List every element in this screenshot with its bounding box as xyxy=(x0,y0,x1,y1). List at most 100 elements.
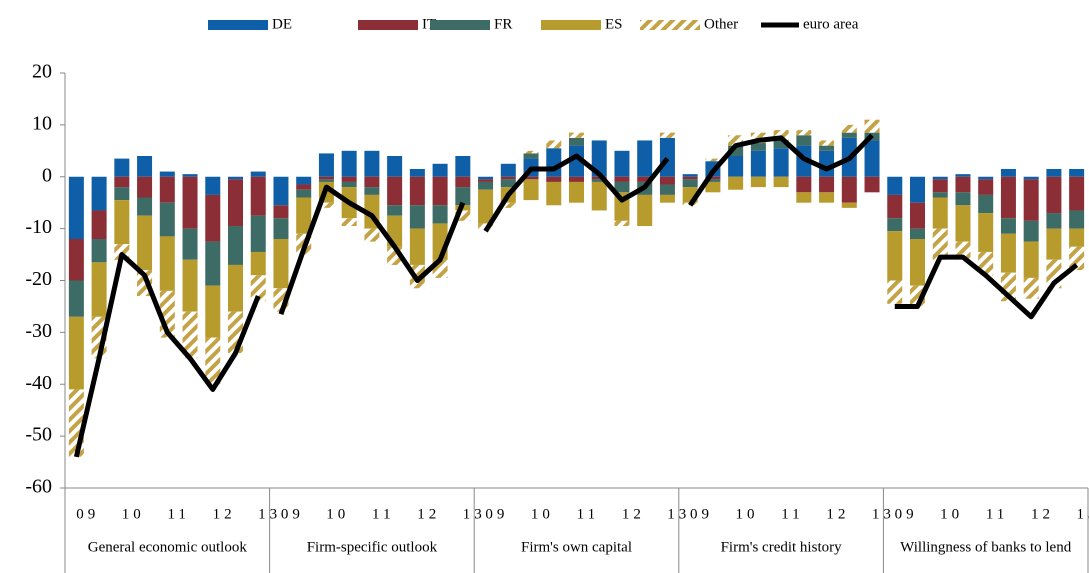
bar-segment xyxy=(819,192,835,203)
bar-segment xyxy=(159,236,175,291)
x-tick-label: 12 xyxy=(622,506,645,522)
bar-segment xyxy=(1000,168,1016,177)
x-tick-label: 10 xyxy=(326,506,349,522)
bar-segment xyxy=(1046,176,1062,214)
bar-segment xyxy=(182,176,198,229)
bar-segment xyxy=(455,156,471,177)
bar-segment xyxy=(659,137,675,177)
bar-segment xyxy=(364,150,380,177)
x-tick-label: 12 xyxy=(213,506,236,522)
bar-segment xyxy=(546,148,562,177)
bar-segment xyxy=(568,181,585,203)
bar-segment xyxy=(568,176,585,182)
bar-segment xyxy=(841,132,857,138)
bar-segment xyxy=(637,176,653,182)
bar-segment xyxy=(796,130,812,136)
bar-segment xyxy=(887,280,903,304)
bar-segment xyxy=(432,176,448,206)
bar-segment xyxy=(500,176,516,180)
group-label: General economic outlook xyxy=(88,539,248,555)
x-tick-label: 12 xyxy=(417,506,440,522)
line xyxy=(483,153,670,233)
bar-segment xyxy=(364,187,380,195)
bar-segment xyxy=(819,140,835,146)
legend-label: Other xyxy=(704,16,738,32)
bar-segment xyxy=(1023,179,1039,221)
y-tick-label: -60 xyxy=(25,476,52,498)
bar-segment xyxy=(523,153,539,159)
y-tick-label: 0 xyxy=(42,164,52,186)
bar-segment xyxy=(1023,176,1039,180)
bar-segment xyxy=(1000,233,1016,273)
bar-segment xyxy=(182,259,198,312)
bar-segment xyxy=(341,150,357,177)
line xyxy=(894,254,1079,320)
bar-segment xyxy=(614,220,630,227)
bar-segment xyxy=(409,176,425,206)
bar-segment xyxy=(296,176,312,185)
bar-segment xyxy=(728,135,744,146)
bar-segment xyxy=(387,205,403,216)
bar-segment xyxy=(955,192,971,206)
bar-segment xyxy=(568,132,585,138)
bar-segment xyxy=(205,194,221,242)
bar-segment xyxy=(137,197,153,216)
bar-segment xyxy=(864,176,880,193)
bar-segment xyxy=(500,202,516,208)
bar-segment xyxy=(523,150,539,154)
y-tick-label: -50 xyxy=(25,424,52,446)
bar-segment xyxy=(773,176,789,188)
bar-segment xyxy=(159,202,175,237)
bar-segment xyxy=(137,176,153,198)
bar-segment xyxy=(432,205,448,224)
bar-segment xyxy=(455,187,471,206)
bar-segment xyxy=(1069,176,1085,211)
bar-segment xyxy=(227,226,244,265)
bar-segment xyxy=(955,205,971,242)
bar-segment xyxy=(568,145,585,177)
x-tick-label: 10 xyxy=(122,506,145,522)
bar-segment xyxy=(318,153,334,177)
x-tick-label: 11 xyxy=(167,506,189,522)
bar-segment xyxy=(546,140,562,149)
bar-segment xyxy=(932,176,948,180)
bar-segment xyxy=(1023,241,1039,278)
bar-segment xyxy=(887,176,903,195)
x-tick-label: 09 xyxy=(690,506,713,522)
bar-segment xyxy=(1000,176,1016,219)
bar-segment xyxy=(91,239,107,263)
bar-segment xyxy=(341,181,357,188)
bar-segment xyxy=(705,158,721,162)
bar-segment xyxy=(68,176,84,239)
bar-segment xyxy=(387,176,403,206)
bar-segment xyxy=(296,184,312,190)
bar-segment xyxy=(91,176,107,211)
bar-segment xyxy=(1069,246,1085,271)
bar-segment xyxy=(478,176,494,180)
bar-segment xyxy=(682,176,698,180)
bar-segment xyxy=(478,223,494,229)
x-tick-label: 11 xyxy=(781,506,803,522)
group-label: Willingness of banks to lend xyxy=(900,539,1072,555)
bar-segment xyxy=(909,202,926,229)
bar-segment xyxy=(1069,168,1085,177)
bar-segment xyxy=(227,176,244,180)
bar-segment xyxy=(318,202,334,208)
bar-segment xyxy=(296,197,312,234)
bar-segment xyxy=(250,251,266,276)
bar-segment xyxy=(1046,168,1062,177)
bar-segment xyxy=(591,140,607,177)
bar-segment xyxy=(273,239,289,289)
bar-segment xyxy=(659,132,675,138)
bar-segment xyxy=(978,176,994,180)
bar-segment xyxy=(500,179,516,188)
x-tick-label: 10 xyxy=(531,506,554,522)
bar-segment xyxy=(318,179,334,182)
bar-segment xyxy=(500,163,516,177)
x-tick-label: 09 xyxy=(895,506,918,522)
bar-segment xyxy=(955,176,971,193)
y-tick-label: -40 xyxy=(25,372,52,394)
bar-segment xyxy=(728,176,744,190)
bar-segment xyxy=(364,176,380,188)
bar-segment xyxy=(750,176,766,188)
